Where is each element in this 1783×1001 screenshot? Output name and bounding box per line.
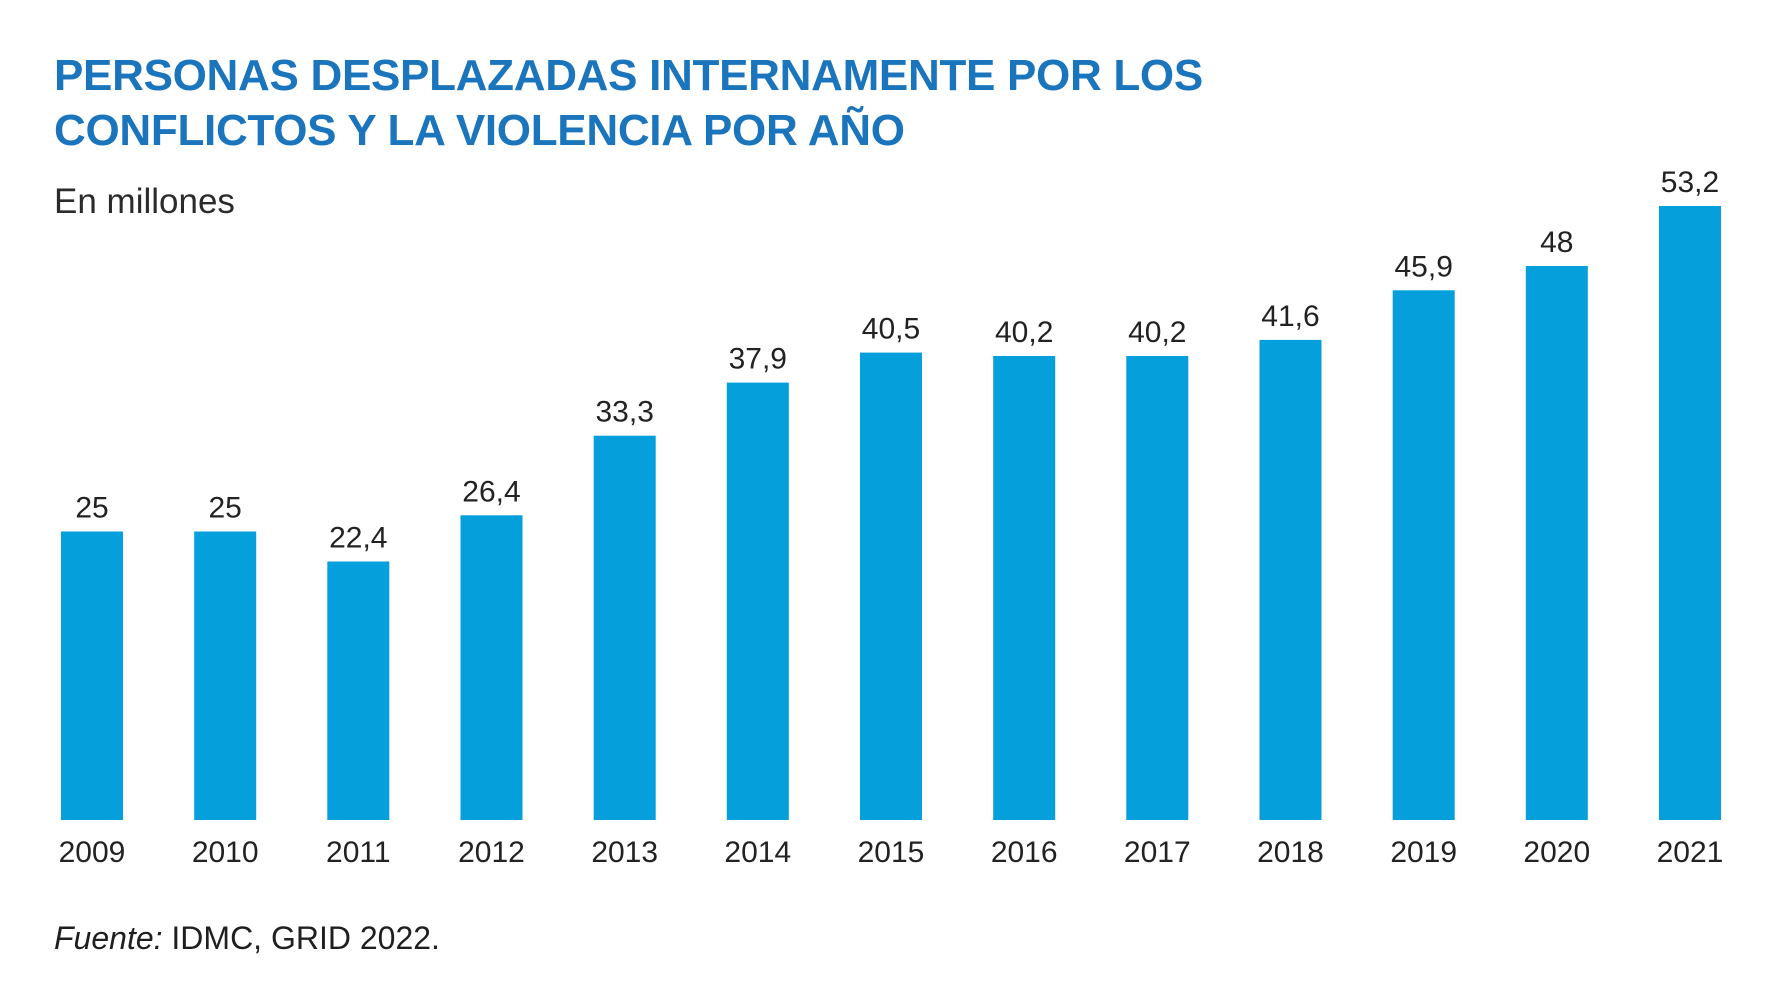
value-label-2009: 25: [75, 492, 108, 525]
value-label-2010: 25: [209, 492, 242, 525]
bar-2016: [993, 356, 1056, 820]
x-tick-2010: 2010: [192, 836, 259, 869]
value-label-2018: 41,6: [1261, 300, 1319, 333]
bar-2021: [1659, 206, 1721, 820]
chart-title-line-2: CONFLICTOS Y LA VIOLENCIA POR AÑO: [54, 106, 905, 155]
x-tick-2017: 2017: [1124, 836, 1191, 869]
x-tick-2019: 2019: [1390, 836, 1457, 869]
bar-2014: [726, 382, 789, 820]
bar-2017: [1126, 356, 1189, 820]
value-label-2021: 53,2: [1661, 166, 1719, 199]
x-tick-2011: 2011: [326, 836, 391, 869]
x-tick-2020: 2020: [1523, 836, 1590, 869]
chart-title: PERSONAS DESPLAZADAS INTERNAMENTE POR LO…: [54, 48, 1254, 158]
value-label-2013: 33,3: [596, 396, 654, 429]
chart-title-line-1: PERSONAS DESPLAZADAS INTERNAMENTE POR LO…: [54, 51, 1203, 100]
x-tick-2012: 2012: [458, 836, 525, 869]
bar-2018: [1259, 339, 1322, 820]
chart-subtitle: En millones: [54, 182, 235, 221]
x-tick-2015: 2015: [858, 836, 925, 869]
bar-2011: [327, 561, 390, 820]
x-tick-2018: 2018: [1257, 836, 1324, 869]
bar-2013: [593, 435, 656, 820]
value-label-2015: 40,5: [862, 313, 920, 346]
x-tick-2009: 2009: [59, 836, 126, 869]
bar-2010: [194, 531, 257, 820]
value-label-2020: 48: [1540, 226, 1573, 259]
bar-2020: [1525, 266, 1588, 820]
bar-2015: [860, 352, 922, 820]
x-tick-2014: 2014: [724, 836, 791, 869]
source-note: Fuente: IDMC, GRID 2022.: [54, 918, 440, 958]
bar-2012: [460, 515, 523, 820]
value-label-2019: 45,9: [1395, 250, 1453, 283]
x-tick-2021: 2021: [1657, 836, 1724, 869]
x-tick-2016: 2016: [991, 836, 1058, 869]
value-label-2011: 22,4: [329, 522, 387, 555]
bar-2009: [61, 531, 123, 820]
bar-2019: [1392, 290, 1455, 820]
value-label-2012: 26,4: [462, 475, 520, 508]
source-text: IDMC, GRID 2022.: [162, 920, 440, 956]
value-label-2016: 40,2: [995, 316, 1053, 349]
value-label-2017: 40,2: [1128, 316, 1186, 349]
x-tick-2013: 2013: [591, 836, 658, 869]
source-label: Fuente:: [54, 920, 163, 956]
value-label-2014: 37,9: [729, 343, 787, 376]
